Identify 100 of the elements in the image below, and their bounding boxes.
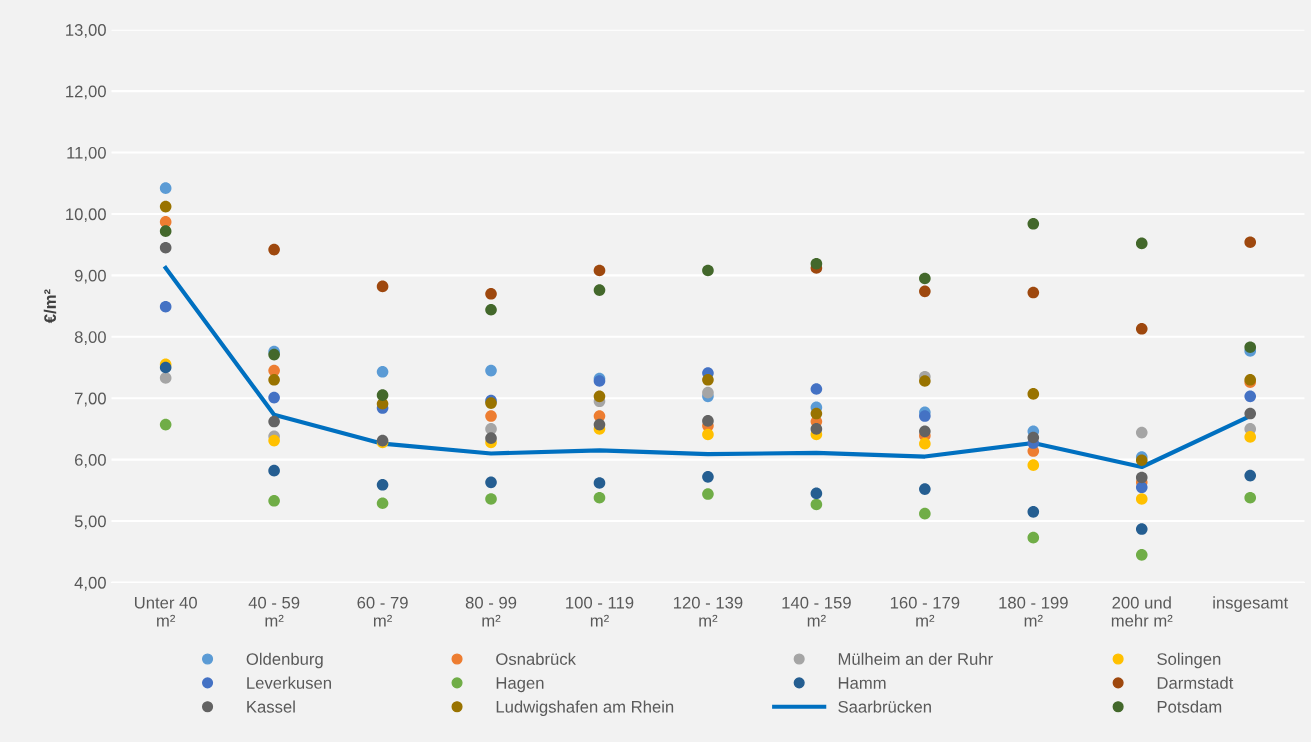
point bbox=[1027, 459, 1040, 471]
y-tick-label: 7,00 bbox=[74, 392, 106, 407]
point bbox=[1135, 454, 1148, 467]
point bbox=[485, 303, 497, 316]
point bbox=[268, 434, 280, 447]
x-tick-label: 200 und mehr m² bbox=[1111, 596, 1173, 627]
y-tick-label: 12,00 bbox=[66, 85, 106, 100]
point bbox=[376, 497, 389, 510]
point bbox=[702, 471, 714, 483]
x-tick-label: 40 - 59 m² bbox=[248, 596, 300, 627]
point bbox=[593, 264, 606, 277]
point bbox=[376, 365, 389, 378]
point bbox=[485, 287, 497, 300]
legend-label: Potsdam bbox=[1157, 700, 1222, 713]
point bbox=[810, 498, 823, 511]
legend-label: Mülheim an der Ruhr bbox=[838, 652, 993, 665]
point bbox=[268, 464, 280, 477]
point bbox=[159, 372, 172, 384]
point bbox=[1135, 237, 1148, 250]
legend-label: Hamm bbox=[838, 677, 886, 689]
point bbox=[702, 373, 714, 386]
x-tick-label: 80 - 99 m² bbox=[465, 596, 517, 627]
point bbox=[1244, 341, 1257, 354]
point bbox=[593, 477, 606, 489]
point bbox=[485, 493, 497, 505]
point bbox=[268, 391, 280, 404]
x-tick-label: 100 - 119 m² bbox=[566, 596, 634, 627]
point bbox=[919, 285, 931, 298]
legend-label: Oldenburg bbox=[246, 652, 323, 669]
point bbox=[919, 507, 931, 520]
point bbox=[1244, 390, 1257, 403]
point bbox=[485, 432, 497, 444]
y-tick-label: 6,00 bbox=[74, 454, 106, 468]
point bbox=[268, 364, 280, 377]
point bbox=[485, 410, 497, 422]
point bbox=[1135, 549, 1148, 561]
legend-label: Leverkusen bbox=[247, 676, 331, 689]
y-tick-label: 5,00 bbox=[74, 515, 106, 530]
point bbox=[702, 386, 714, 399]
point bbox=[1135, 426, 1148, 439]
y-tick-label: 10,00 bbox=[66, 208, 106, 223]
point bbox=[159, 241, 172, 254]
point bbox=[810, 487, 823, 500]
point bbox=[919, 272, 931, 285]
point bbox=[1244, 491, 1257, 504]
point bbox=[376, 389, 389, 401]
point bbox=[1027, 217, 1040, 230]
point bbox=[702, 264, 714, 277]
point bbox=[268, 494, 280, 507]
point bbox=[485, 476, 497, 489]
point bbox=[593, 418, 606, 431]
x-tick-label: 180 - 199 m² bbox=[999, 596, 1068, 627]
point bbox=[919, 410, 931, 422]
point bbox=[485, 364, 497, 377]
y-tick-label: 13,00 bbox=[66, 24, 106, 38]
point bbox=[1135, 481, 1148, 494]
y-axis-title: €/m² bbox=[43, 289, 57, 324]
legend-label: Darmstadt bbox=[1157, 676, 1234, 689]
x-tick-label: 120 - 139 m² bbox=[674, 596, 743, 627]
point bbox=[810, 257, 823, 270]
point bbox=[1244, 407, 1257, 420]
x-tick-label: 160 - 179 m² bbox=[890, 596, 960, 627]
y-tick-label: 4,00 bbox=[74, 576, 106, 591]
legend-label: Kassel bbox=[247, 700, 295, 713]
point bbox=[1027, 286, 1040, 299]
point bbox=[1027, 431, 1040, 444]
legend-label: Ludwigshafen am Rhein bbox=[496, 700, 674, 717]
point bbox=[1135, 322, 1148, 335]
point bbox=[593, 390, 606, 403]
point bbox=[159, 200, 172, 213]
point bbox=[1244, 469, 1257, 482]
point bbox=[1027, 531, 1040, 544]
y-tick-label: 9,00 bbox=[74, 269, 106, 284]
point bbox=[593, 284, 606, 296]
point bbox=[159, 182, 172, 194]
point bbox=[919, 437, 931, 450]
point bbox=[159, 225, 172, 237]
point bbox=[1027, 388, 1040, 400]
point bbox=[268, 373, 280, 386]
point bbox=[919, 483, 931, 495]
point bbox=[702, 428, 714, 441]
point bbox=[593, 491, 606, 504]
x-tick-label: 140 - 159 m² bbox=[782, 596, 851, 627]
y-tick-label: 8,00 bbox=[74, 331, 106, 345]
legend-label: Saarbrücken bbox=[838, 700, 931, 713]
point bbox=[376, 280, 389, 293]
point bbox=[810, 407, 823, 420]
point bbox=[1244, 236, 1257, 249]
point bbox=[1135, 493, 1148, 505]
x-tick-label: 60 - 79 m² bbox=[357, 596, 408, 627]
point bbox=[268, 415, 280, 428]
x-tick-label: insgesamt bbox=[1213, 596, 1289, 612]
x-tick-label: Unter 40 m² bbox=[134, 596, 197, 627]
point bbox=[919, 425, 931, 438]
point bbox=[1135, 523, 1148, 535]
point bbox=[159, 418, 172, 431]
point bbox=[1027, 506, 1040, 518]
legend-label: Hagen bbox=[496, 677, 544, 693]
legend-label: Osnabrück bbox=[496, 652, 576, 665]
point bbox=[810, 423, 823, 435]
